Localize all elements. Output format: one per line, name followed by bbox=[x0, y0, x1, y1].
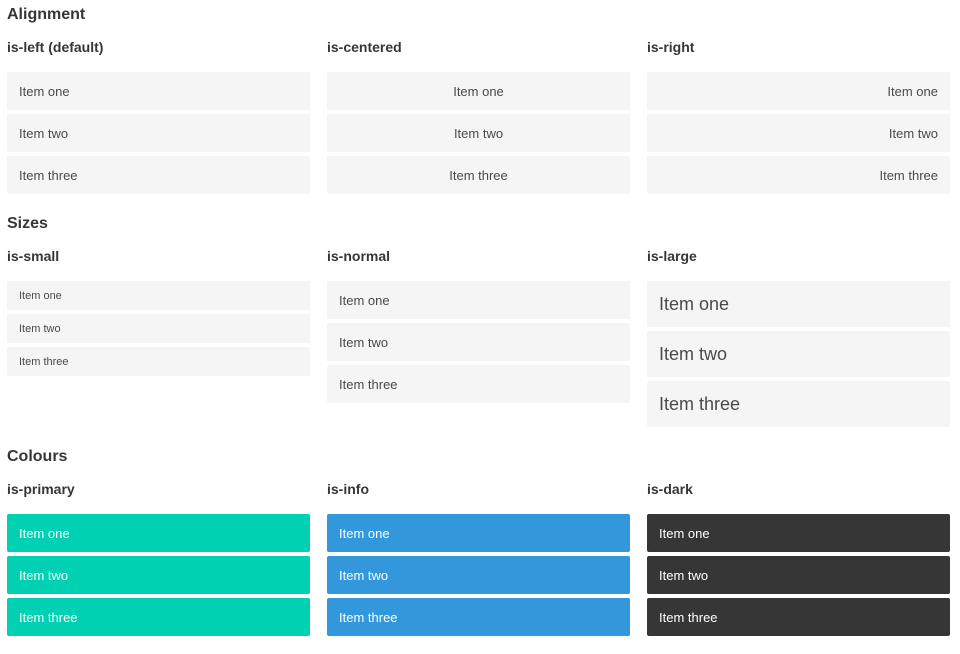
section-heading: Sizes bbox=[7, 215, 48, 232]
list-item: Item two bbox=[647, 331, 950, 377]
list-item: Item three bbox=[327, 156, 630, 194]
list-item: Item one bbox=[327, 281, 630, 319]
list-item: Item three bbox=[647, 156, 950, 194]
list-item: Item two bbox=[647, 556, 950, 594]
list-item: Item one bbox=[647, 72, 950, 110]
column-is-normal: is-normal Item one Item two Item three bbox=[327, 248, 630, 403]
list: Item one Item two Item three bbox=[327, 281, 630, 403]
list: Item one Item two Item three bbox=[647, 72, 950, 194]
column-is-dark: is-dark Item one Item two Item three bbox=[647, 481, 950, 636]
variant-heading: is-primary bbox=[7, 481, 75, 497]
list-item: Item three bbox=[7, 347, 310, 376]
sizes-columns: is-small Item one Item two Item three is… bbox=[7, 248, 950, 427]
sizes-section: Sizes is-small Item one Item two Item th… bbox=[7, 214, 950, 427]
column-is-primary: is-primary Item one Item two Item three bbox=[7, 481, 310, 636]
variant-heading: is-dark bbox=[647, 481, 693, 497]
list: Item one Item two Item three bbox=[647, 514, 950, 636]
list-item: Item one bbox=[327, 72, 630, 110]
list-item: Item one bbox=[7, 514, 310, 552]
colours-columns: is-primary Item one Item two Item three … bbox=[7, 481, 950, 636]
colours-section: Colours is-primary Item one Item two Ite… bbox=[7, 447, 950, 636]
variant-heading: is-small bbox=[7, 248, 60, 264]
list: Item one Item two Item three bbox=[647, 281, 950, 427]
list-item: Item two bbox=[327, 114, 630, 152]
variant-heading: is-right bbox=[647, 39, 695, 55]
list: Item one Item two Item three bbox=[7, 514, 310, 636]
alignment-columns: is-left (default) Item one Item two Item… bbox=[7, 39, 950, 194]
list-item: Item two bbox=[7, 114, 310, 152]
alignment-section: Alignment is-left (default) Item one Ite… bbox=[7, 5, 950, 194]
column-is-small: is-small Item one Item two Item three bbox=[7, 248, 310, 376]
list-item: Item two bbox=[7, 556, 310, 594]
column-is-centered: is-centered Item one Item two Item three bbox=[327, 39, 630, 194]
list: Item one Item two Item three bbox=[327, 514, 630, 636]
column-is-left: is-left (default) Item one Item two Item… bbox=[7, 39, 310, 194]
list-item: Item three bbox=[327, 598, 630, 636]
list-item: Item three bbox=[7, 598, 310, 636]
section-heading: Alignment bbox=[7, 6, 86, 23]
variant-heading: is-large bbox=[647, 248, 697, 264]
list-item: Item one bbox=[647, 514, 950, 552]
list-item: Item three bbox=[327, 365, 630, 403]
list: Item one Item two Item three bbox=[7, 281, 310, 376]
list: Item one Item two Item three bbox=[7, 72, 310, 194]
list-item: Item two bbox=[647, 114, 950, 152]
variant-heading: is-centered bbox=[327, 39, 402, 55]
list-item: Item two bbox=[327, 556, 630, 594]
variant-heading: is-info bbox=[327, 481, 369, 497]
list-item: Item one bbox=[7, 72, 310, 110]
component-demo-page: Alignment is-left (default) Item one Ite… bbox=[7, 5, 950, 636]
list-item: Item two bbox=[7, 314, 310, 343]
list: Item one Item two Item three bbox=[327, 72, 630, 194]
list-item: Item one bbox=[327, 514, 630, 552]
list-item: Item one bbox=[647, 281, 950, 327]
list-item: Item two bbox=[327, 323, 630, 361]
variant-heading: is-normal bbox=[327, 248, 391, 264]
list-item: Item three bbox=[7, 156, 310, 194]
variant-heading: is-left (default) bbox=[7, 39, 104, 55]
list-item: Item three bbox=[647, 598, 950, 636]
column-is-right: is-right Item one Item two Item three bbox=[647, 39, 950, 194]
column-is-large: is-large Item one Item two Item three bbox=[647, 248, 950, 427]
list-item: Item three bbox=[647, 381, 950, 427]
list-item: Item one bbox=[7, 281, 310, 310]
column-is-info: is-info Item one Item two Item three bbox=[327, 481, 630, 636]
section-heading: Colours bbox=[7, 448, 68, 465]
